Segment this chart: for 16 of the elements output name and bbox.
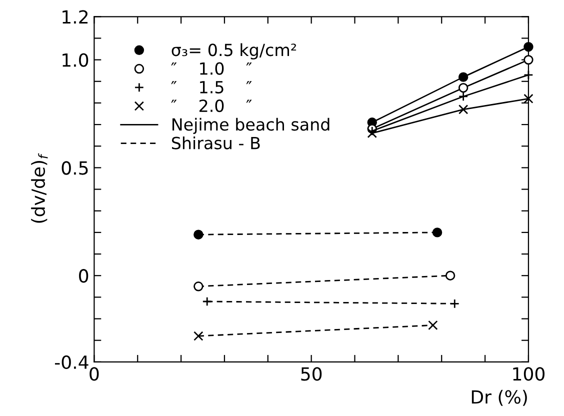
y-tick-label: 1.2 — [62, 10, 88, 24]
legend-label: ″ 1.5 ″ — [171, 81, 252, 94]
x-axis-title: Dr (%) — [472, 390, 527, 406]
legend-label: ″ 1.0 ″ — [171, 62, 252, 75]
y-tick-label: 1.0 — [62, 53, 88, 67]
x-tick-label: 100 — [513, 367, 544, 381]
y-tick-label: 0.5 — [62, 161, 88, 175]
legend-label: ″ 2.0 ″ — [171, 99, 252, 112]
y-tick-label: -0.4 — [54, 355, 88, 370]
x-tick-label: 0 — [90, 367, 99, 381]
legend-label: σ₃= 0.5 kg/cm² — [172, 43, 296, 60]
x-tick-label: 50 — [301, 367, 322, 381]
y-axis-title: (dv/de)$_{f}$ — [31, 153, 48, 223]
annotation: Shirasu - B — [172, 136, 260, 150]
annotation: Nejime beach sand — [172, 118, 330, 134]
y-tick-label: 0 — [79, 269, 88, 283]
